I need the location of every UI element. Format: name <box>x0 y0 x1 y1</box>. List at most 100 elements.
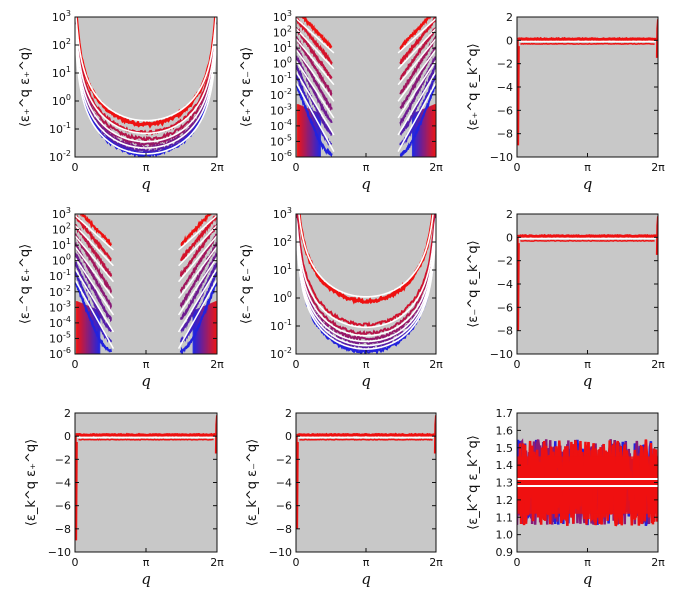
x-tick-label: π <box>143 358 150 371</box>
reference-line <box>296 60 335 119</box>
y-axis-label: ⟨ε₋^q ε_k^q⟩ <box>466 240 481 328</box>
density-band <box>431 105 434 157</box>
density-band <box>196 308 199 354</box>
density-band <box>303 106 306 157</box>
series-line <box>299 438 433 441</box>
series-line <box>180 214 215 247</box>
y-tick-label: 100 <box>273 56 292 71</box>
density-band <box>426 107 429 157</box>
y-tick-label: 101 <box>52 237 71 252</box>
reference-line <box>75 24 217 135</box>
reference-line <box>178 215 217 251</box>
series-line <box>296 27 333 80</box>
reference-line <box>75 257 115 316</box>
density-band <box>75 301 78 354</box>
series-line <box>296 17 333 67</box>
density-band <box>89 306 92 354</box>
x-tick-label: 2π <box>210 161 224 174</box>
reference-line <box>397 82 436 152</box>
y-axis-label: ⟨ε₋^q ε₊^q⟩ <box>18 244 33 324</box>
reference-line <box>397 60 436 119</box>
reference-line <box>296 217 436 329</box>
x-tick-label: 0 <box>514 161 521 174</box>
panel-p6: −10 −8 −6 −4 −2 0 2 0 π 2π q ⟨ε₋^q ε_k^q⟩ <box>466 208 665 390</box>
y-tick-label: 102 <box>273 25 292 40</box>
density-band <box>429 106 432 157</box>
y-tick-label: 1.0 <box>496 529 514 542</box>
series-line <box>399 73 436 146</box>
y-tick-label: 102 <box>52 37 71 52</box>
series-line <box>75 214 112 262</box>
y-tick-label: −6 <box>55 500 71 513</box>
series-line <box>75 279 113 353</box>
y-tick-label: 10-1 <box>270 318 292 333</box>
density-band <box>308 108 311 157</box>
y-tick-label: 10-2 <box>49 149 71 164</box>
y-tick-label: −6 <box>276 500 292 513</box>
density-band <box>90 307 93 354</box>
density-band <box>78 302 81 354</box>
density-band <box>197 308 200 354</box>
y-tick-label: 1.6 <box>496 424 514 437</box>
reference-line <box>397 38 436 86</box>
series-line <box>75 252 112 323</box>
density-band <box>202 306 205 354</box>
y-tick-label: 101 <box>273 262 292 277</box>
density-band <box>83 304 86 354</box>
series-line <box>75 269 112 344</box>
x-axis-label: q <box>583 372 593 390</box>
density-band <box>81 303 84 354</box>
reference-line <box>75 246 115 299</box>
y-tick-label: 10-1 <box>49 268 71 283</box>
y-tick-label: −2 <box>55 453 71 466</box>
reference-line <box>296 82 335 152</box>
y-tick-label: 100 <box>52 253 71 268</box>
reference-line <box>397 28 436 70</box>
y-axis-label: ⟨ε₊^q ε₋^q⟩ <box>239 47 254 127</box>
y-tick-label: −2 <box>276 453 292 466</box>
density-band <box>416 111 419 157</box>
x-tick-label: 0 <box>293 161 300 174</box>
density-band <box>209 303 212 354</box>
y-tick-label: 1.5 <box>496 442 514 455</box>
series-line <box>296 432 436 438</box>
density-band <box>203 305 206 354</box>
series-line <box>297 214 435 305</box>
series-line <box>179 280 217 354</box>
y-tick-label: 2 <box>506 208 513 221</box>
reference-line <box>75 32 217 143</box>
series-line <box>296 214 436 329</box>
reference-line <box>75 225 114 267</box>
x-tick-label: 2π <box>651 358 665 371</box>
density-band <box>76 301 79 354</box>
density-band <box>313 111 316 157</box>
panel-p5: 10-2 10-1 100 101 102 103 0 π 2π q ⟨ε₋^q ε₋^q⟩ <box>239 206 443 390</box>
y-axis-label: ⟨ε₋^q ε₋^q⟩ <box>239 244 254 324</box>
plot-content-p3 <box>517 19 658 146</box>
y-tick-label: −8 <box>497 128 513 141</box>
density-band <box>318 113 321 157</box>
density-band <box>411 113 414 157</box>
series-line <box>517 233 658 239</box>
y-tick-label: 0.9 <box>496 546 514 559</box>
x-tick-label: 2π <box>429 556 443 569</box>
density-band <box>79 302 82 354</box>
panel-p9: 0.9 1.0 1.1 1.2 1.3 1.4 1.5 1.6 1.7 0 π 2π q ⟨ε_k^q ε… <box>466 407 665 588</box>
y-tick-label: −10 <box>48 546 71 559</box>
y-tick-label: −10 <box>490 151 513 164</box>
reference-line <box>177 246 217 299</box>
y-tick-label: 1.4 <box>496 459 514 472</box>
y-tick-label: −6 <box>497 301 513 314</box>
y-tick-label: 10-2 <box>270 346 292 361</box>
y-tick-label: −4 <box>55 477 71 490</box>
density-band <box>77 301 80 354</box>
panel-p7: −10 −8 −6 −4 −2 0 2 0 π 2π q ⟨ε_k^q ε₊^q⟩ <box>24 407 224 588</box>
series-line <box>296 214 436 336</box>
reference-line <box>296 236 436 347</box>
x-tick-label: π <box>143 556 150 569</box>
density-band <box>92 308 95 354</box>
x-tick-label: π <box>584 358 591 371</box>
x-tick-label: 0 <box>72 556 79 569</box>
